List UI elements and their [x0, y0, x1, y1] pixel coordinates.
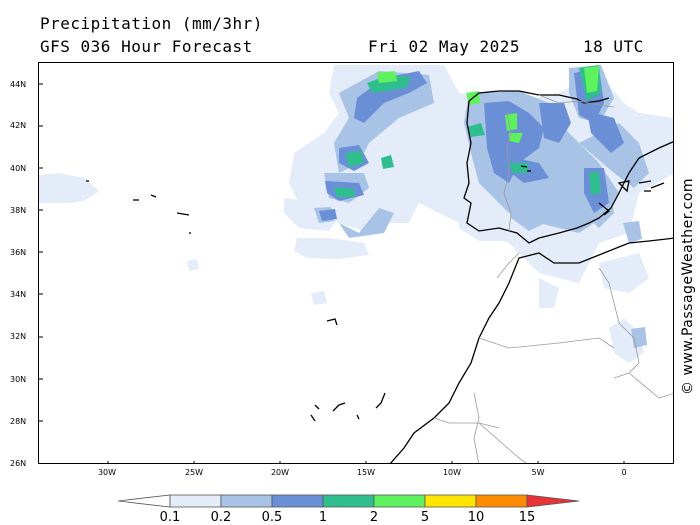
colorbar-segment-below-min [118, 494, 171, 508]
lat-label-32n: 32N [10, 332, 27, 341]
forecast-subtitle: GFS 036 Hour Forecast [40, 37, 253, 56]
lat-label-30n: 30N [10, 375, 27, 384]
credit-label: © www.PassageWeather.com [680, 177, 696, 395]
lat-label-38n: 38N [10, 206, 27, 215]
colorbar [118, 494, 580, 508]
colorbar-tick-label: 0.2 [210, 510, 232, 525]
lon-label-5w: 5W [531, 468, 545, 477]
forecast-time: 18 UTC [583, 37, 644, 56]
colorbar-segment-6 [424, 494, 477, 508]
lat-label-34n: 34N [10, 290, 27, 299]
colorbar-tick-label: 15 [518, 510, 536, 525]
colorbar-segment-5 [373, 494, 426, 508]
lat-label-26n: 26N [10, 459, 27, 468]
colorbar-tick-label: 0.1 [159, 510, 181, 525]
colorbar-tick-label: 10 [467, 510, 485, 525]
lon-label-30w: 30W [97, 468, 117, 477]
colorbar-segment-4 [322, 494, 375, 508]
forecast-date: Fri 02 May 2025 [368, 37, 520, 56]
precipitation-map [39, 65, 673, 463]
colorbar-segment-7 [475, 494, 528, 508]
chart-title: Precipitation (mm/3hr) [40, 14, 263, 33]
lat-label-40n: 40N [10, 164, 27, 173]
grid-ticks [39, 83, 625, 463]
lon-label-0: 0 [621, 468, 627, 477]
colorbar-segment-1 [169, 494, 222, 508]
lon-label-15w: 15W [356, 468, 376, 477]
lat-label-44n: 44N [10, 80, 27, 89]
colorbar-segment-2 [220, 494, 273, 508]
map-panel [38, 62, 674, 464]
lon-label-20w: 20W [270, 468, 290, 477]
islands [86, 180, 386, 422]
colorbar-segment-3 [271, 494, 324, 508]
colorbar-tick-label: 0.5 [261, 510, 283, 525]
lat-label-36n: 36N [10, 248, 27, 257]
colorbar-segment-above-max [526, 494, 580, 508]
lat-label-42n: 42N [10, 121, 27, 130]
lon-label-10w: 10W [442, 468, 462, 477]
lat-label-28n: 28N [10, 417, 27, 426]
borders [433, 94, 673, 463]
colorbar-tick-label: 5 [420, 510, 430, 525]
colorbar-tick-label: 1 [318, 510, 328, 525]
lon-label-25w: 25W [184, 468, 204, 477]
colorbar-tick-label: 2 [369, 510, 379, 525]
